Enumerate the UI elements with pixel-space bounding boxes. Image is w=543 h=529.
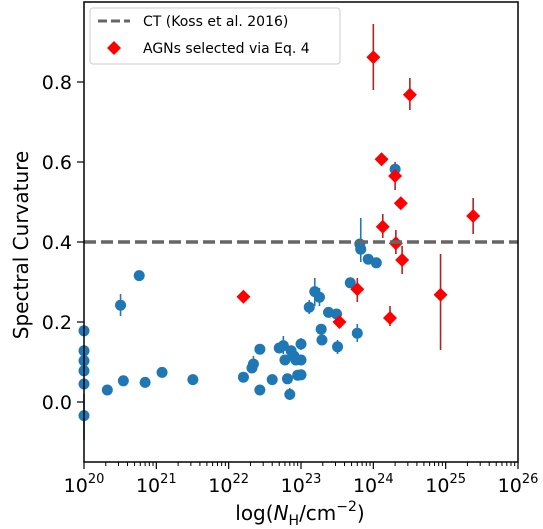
y-tick-label: 0.6 (42, 152, 72, 174)
data-point (101, 384, 113, 396)
agn-data-point (332, 315, 347, 329)
data-point (344, 277, 356, 289)
x-tick-label: 1026 (498, 472, 539, 497)
y-tick-label: 0.8 (42, 72, 72, 94)
data-point (237, 371, 249, 383)
data-point (316, 334, 328, 346)
data-point (254, 343, 266, 355)
data-point (115, 299, 127, 311)
x-tick-label: 1020 (64, 472, 105, 497)
x-tick-label: 1023 (281, 472, 322, 497)
markers-layer (78, 50, 481, 422)
data-point (266, 374, 278, 386)
data-point (254, 384, 266, 396)
agn-data-point (366, 50, 381, 65)
agn-data-point (388, 169, 403, 183)
data-point (295, 369, 307, 381)
agn-data-point (375, 219, 390, 234)
data-point (284, 388, 296, 400)
error-bars-layer (83, 24, 474, 440)
data-point (281, 373, 293, 385)
legend-ct-label: CT (Koss et al. 2016) (143, 14, 288, 30)
legend-agn-label: AGNs selected via Eq. 4 (143, 41, 310, 57)
data-point (315, 323, 327, 335)
agn-data-point (393, 196, 408, 211)
data-point (187, 374, 199, 386)
legend-agn-swatch (107, 41, 121, 55)
agn-data-point (395, 253, 410, 267)
legend-box (89, 7, 341, 65)
x-axis-label: log(NH/cm−2) (235, 499, 364, 529)
data-point (133, 270, 145, 282)
axis-ticks-layer: 1020 1021 1022 1023 1024 1025 1026 0.0 0.2 0.4 0.6… (42, 72, 539, 497)
y-tick-label: 0.4 (42, 232, 72, 254)
agn-data-point (236, 289, 251, 304)
data-point (277, 340, 289, 352)
agn-data-point (374, 152, 389, 167)
x-tick-label: 1025 (425, 472, 466, 497)
legend: CT (Koss et al. 2016) AGNs selected via … (89, 7, 341, 65)
data-point (351, 327, 363, 339)
agn-data-point (383, 311, 398, 325)
data-point (279, 354, 291, 366)
data-point (247, 358, 259, 370)
data-point (117, 375, 129, 387)
data-point (303, 301, 315, 313)
data-point (139, 376, 151, 388)
y-tick-label: 0.2 (42, 312, 72, 334)
agn-data-point (433, 287, 448, 302)
y-tick-label: 0.0 (42, 392, 72, 414)
x-tick-label: 1024 (353, 472, 394, 497)
data-point (355, 243, 367, 255)
agn-data-point (466, 209, 481, 223)
plot-frame (83, 1, 519, 463)
y-axis-label: Spectral Curvature (9, 151, 33, 340)
data-point (156, 366, 168, 378)
data-point (370, 257, 382, 269)
data-point (332, 341, 344, 353)
x-tick-label: 1022 (208, 472, 249, 497)
x-tick-label: 1021 (136, 472, 177, 497)
data-point (295, 354, 307, 366)
agn-data-point (350, 282, 365, 297)
data-point (295, 338, 307, 350)
data-point (313, 291, 325, 303)
agn-data-point (402, 87, 417, 102)
